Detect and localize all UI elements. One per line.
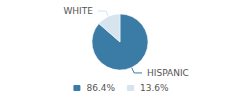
svg-text:WHITE: WHITE xyxy=(63,6,93,16)
svg-text:86.4%: 86.4% xyxy=(86,83,115,93)
svg-text:HISPANIC: HISPANIC xyxy=(147,68,189,78)
svg-text:13.6%: 13.6% xyxy=(140,83,169,93)
